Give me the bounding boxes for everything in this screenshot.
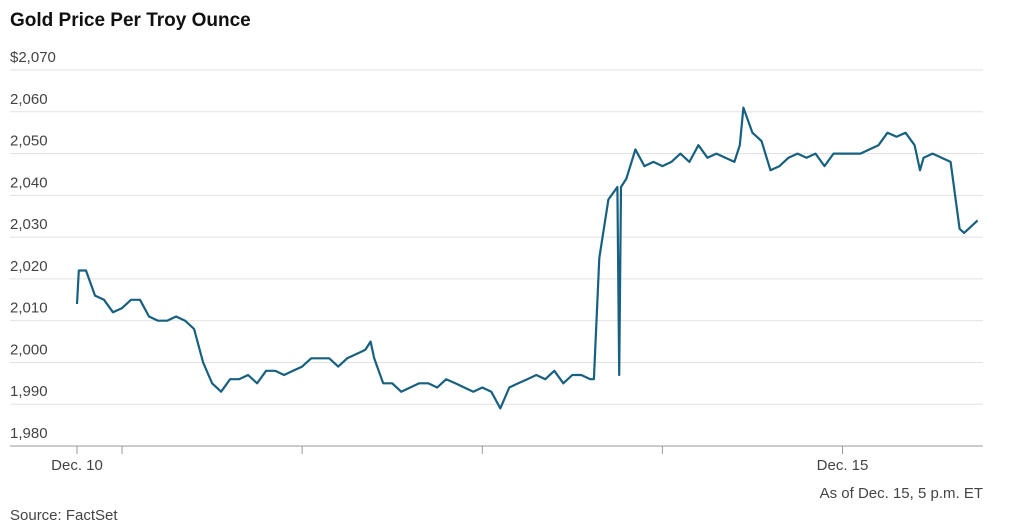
price-line <box>75 106 979 410</box>
y-tick-label: $2,070 <box>10 49 56 66</box>
y-tick-label: 2,020 <box>10 258 48 275</box>
y-tick-label: 2,000 <box>10 341 48 358</box>
y-tick-label: 1,980 <box>10 425 48 442</box>
note: As of Dec. 15, 5 p.m. ET <box>820 485 983 502</box>
y-tick-label: 2,050 <box>10 133 48 150</box>
chart-title: Gold Price Per Troy Ounce <box>10 10 251 31</box>
y-tick-label: 2,030 <box>10 216 48 233</box>
y-tick-label: 2,060 <box>10 91 48 108</box>
source: Source: FactSet <box>10 507 118 524</box>
x-tick-label: Dec. 10 <box>51 457 103 474</box>
y-tick-label: 1,990 <box>10 383 48 400</box>
x-tick-label: Dec. 15 <box>817 457 869 474</box>
y-tick-label: 2,010 <box>10 300 48 317</box>
y-tick-label: 2,040 <box>10 174 48 191</box>
